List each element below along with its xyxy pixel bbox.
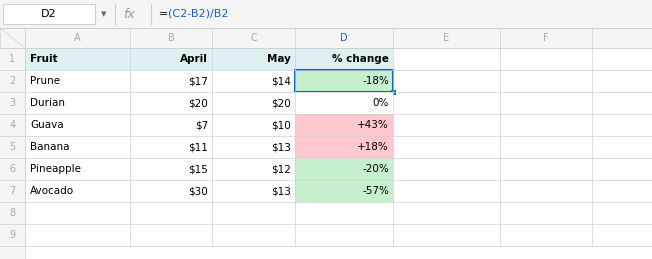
Text: 3: 3 [9, 98, 16, 108]
Text: 2: 2 [9, 76, 16, 86]
Text: 9: 9 [9, 230, 16, 240]
Text: C: C [250, 33, 257, 43]
Text: April: April [180, 54, 208, 64]
Text: Guava: Guava [30, 120, 64, 130]
Text: $13: $13 [271, 186, 291, 196]
Text: $12: $12 [271, 164, 291, 174]
Text: $11: $11 [188, 142, 208, 152]
Bar [295, 158, 393, 180]
Text: % change: % change [332, 54, 389, 64]
Bar [0, 0, 652, 28]
Bar [295, 114, 393, 136]
Bar [295, 48, 393, 70]
Bar [212, 48, 295, 70]
Text: (C2-B2)/B2: (C2-B2)/B2 [168, 9, 228, 19]
Text: Banana: Banana [30, 142, 70, 152]
Text: 0%: 0% [373, 98, 389, 108]
Text: $20: $20 [271, 98, 291, 108]
Text: Avocado: Avocado [30, 186, 74, 196]
Bar [0, 28, 652, 48]
Text: $30: $30 [188, 186, 208, 196]
Text: E: E [443, 33, 450, 43]
Text: =: = [159, 9, 168, 19]
Text: 4: 4 [9, 120, 16, 130]
Text: D: D [340, 33, 348, 43]
Text: May: May [267, 54, 291, 64]
Text: -18%: -18% [362, 76, 389, 86]
Text: A: A [74, 33, 81, 43]
Text: F: F [543, 33, 549, 43]
Text: $15: $15 [188, 164, 208, 174]
Text: ▼: ▼ [101, 11, 106, 17]
Text: 8: 8 [9, 208, 16, 218]
Text: Prune: Prune [30, 76, 60, 86]
Text: $14: $14 [271, 76, 291, 86]
Bar [295, 70, 393, 92]
Text: $17: $17 [188, 76, 208, 86]
Text: Durian: Durian [30, 98, 65, 108]
Text: Fruit: Fruit [30, 54, 57, 64]
Text: 6: 6 [9, 164, 16, 174]
Bar [0, 28, 25, 259]
Bar [295, 70, 393, 92]
Text: fx: fx [123, 8, 135, 20]
Bar [295, 180, 393, 202]
Bar [295, 92, 393, 114]
Text: $7: $7 [195, 120, 208, 130]
Text: -20%: -20% [363, 164, 389, 174]
Text: $13: $13 [271, 142, 291, 152]
Bar [391, 90, 396, 95]
Text: 5: 5 [9, 142, 16, 152]
Text: D2: D2 [41, 9, 57, 19]
Text: +18%: +18% [357, 142, 389, 152]
Text: 1: 1 [9, 54, 16, 64]
Bar [130, 48, 212, 70]
Text: +43%: +43% [357, 120, 389, 130]
Text: 7: 7 [9, 186, 16, 196]
Text: Pineapple: Pineapple [30, 164, 81, 174]
Bar [295, 136, 393, 158]
Text: B: B [168, 33, 174, 43]
Text: $20: $20 [188, 98, 208, 108]
Bar [25, 48, 130, 70]
Text: $10: $10 [271, 120, 291, 130]
Text: -57%: -57% [362, 186, 389, 196]
Bar [3, 4, 95, 24]
